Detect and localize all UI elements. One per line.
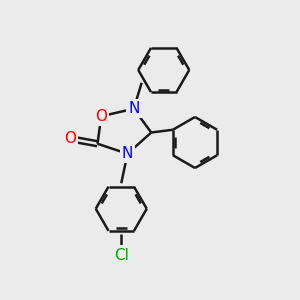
Text: Cl: Cl — [114, 248, 129, 262]
Text: N: N — [128, 101, 140, 116]
Text: O: O — [95, 109, 107, 124]
Text: N: N — [122, 146, 133, 161]
Text: O: O — [64, 131, 76, 146]
